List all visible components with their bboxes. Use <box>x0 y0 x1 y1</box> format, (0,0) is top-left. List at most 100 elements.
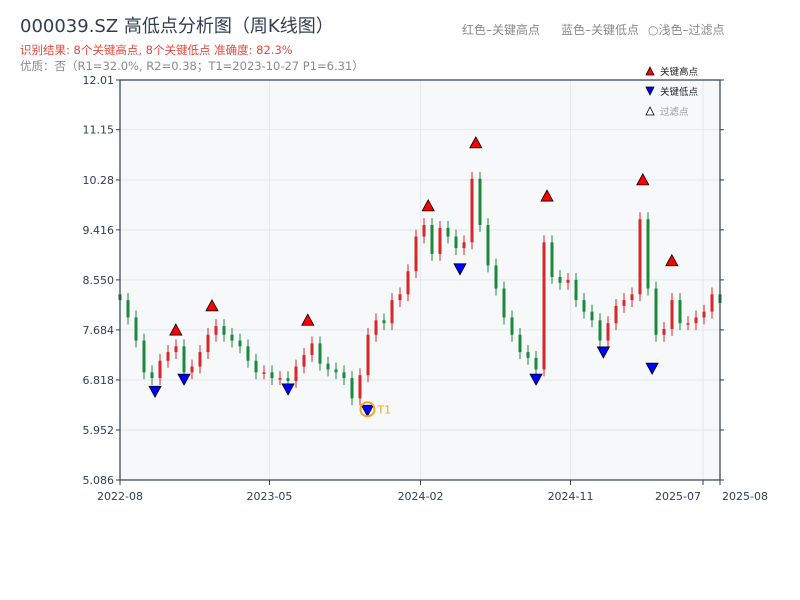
candle-body <box>350 378 354 399</box>
key-low-marker <box>529 373 543 386</box>
key-high-marker <box>540 189 554 202</box>
candle-body <box>478 178 482 226</box>
candle-body <box>166 352 170 361</box>
candle-body <box>318 343 322 364</box>
y-tick-label: 7.684 <box>83 324 115 337</box>
candle-body <box>382 320 386 324</box>
key-low-marker <box>177 373 191 386</box>
key-low-marker <box>281 383 295 396</box>
candle-body <box>134 317 138 341</box>
key-low-marker <box>645 362 659 375</box>
legend-marker <box>645 106 655 116</box>
candle-body <box>214 326 218 335</box>
key-low-marker <box>453 263 467 276</box>
y-tick-label: 12.01 <box>83 74 115 87</box>
candle-body <box>662 328 666 335</box>
y-tick-label: 5.086 <box>83 474 115 487</box>
candle-body <box>518 334 522 353</box>
candle-body <box>158 360 162 379</box>
key-low-marker <box>360 404 375 418</box>
candle-body <box>278 378 282 380</box>
note-light: ○浅色–过滤点 <box>648 23 725 37</box>
legend-label: 关键高点 <box>660 66 699 78</box>
key-low-marker <box>596 346 611 359</box>
result-summary: 识别结果: 8个关键高点, 8个关键低点 准确度: 82.3% <box>20 43 293 57</box>
candle-body <box>406 271 410 295</box>
candle-body <box>566 279 570 283</box>
x-tick-label: 2025-08 <box>722 490 768 503</box>
candle-body <box>190 366 194 373</box>
candle-body <box>526 352 530 358</box>
key-high-marker <box>665 253 679 267</box>
candle-body <box>430 225 434 254</box>
candle-body <box>502 288 506 318</box>
candle-body <box>638 219 642 295</box>
candle-body <box>462 242 466 249</box>
key-high-marker <box>636 173 650 186</box>
t1-marker <box>359 401 376 418</box>
legend-label: 关键低点 <box>660 86 699 98</box>
candle-body <box>454 236 458 249</box>
candle-body <box>326 363 330 370</box>
key-high-marker <box>301 313 315 326</box>
candle-body <box>494 265 498 289</box>
candle-body <box>334 369 338 373</box>
legend-label: 过滤点 <box>660 106 689 118</box>
candle-body <box>622 300 626 306</box>
note-red: 红色–关键高点 <box>462 23 541 37</box>
key-high-marker <box>205 298 219 312</box>
candle-body <box>558 276 562 283</box>
candle-body <box>302 354 306 367</box>
candle-body <box>574 279 578 301</box>
x-tick-label: 2024-11 <box>548 490 594 503</box>
candle-body <box>294 366 298 381</box>
candle-body <box>678 300 682 324</box>
candle-body <box>238 340 242 347</box>
key-high-marker <box>421 199 435 212</box>
candle-body <box>342 372 346 379</box>
candle-body <box>358 375 362 399</box>
candle-body <box>182 346 186 373</box>
t1-label: T1 <box>376 403 391 416</box>
candle-body <box>486 225 490 266</box>
candle-body <box>374 320 378 335</box>
candle-body <box>310 343 314 355</box>
candle-body <box>694 317 698 324</box>
candle-body <box>174 346 178 353</box>
candle-body <box>270 372 274 379</box>
y-tick-label: 9.416 <box>83 224 115 237</box>
candle-body <box>606 323 610 341</box>
candle-body <box>414 236 418 272</box>
chart-title: 000039.SZ 高低点分析图（周K线图） <box>20 16 334 37</box>
candle-body <box>654 288 658 335</box>
candle-body <box>286 378 290 381</box>
candle-body <box>222 326 226 335</box>
candle-body <box>398 294 402 301</box>
x-tick-label: 2022-08 <box>97 490 143 503</box>
x-tick-label: 2023-05 <box>246 490 292 503</box>
candle-body <box>470 178 474 243</box>
legend-marker <box>645 66 655 76</box>
candle-body <box>230 334 234 341</box>
note-blue: 蓝色–关键低点 <box>561 23 640 37</box>
y-tick-label: 6.818 <box>83 374 115 387</box>
candle-body <box>534 357 538 370</box>
candle-body <box>390 300 394 324</box>
plot-border <box>119 79 721 481</box>
candle-body <box>150 372 154 379</box>
candle-body <box>206 334 210 353</box>
candle-body <box>262 372 266 374</box>
quality-summary: 优质：否（R1=32.0%, R2=0.38；T1=2023-10-27 P1=… <box>20 59 364 73</box>
key-high-marker <box>169 323 183 336</box>
candle-body <box>550 242 554 277</box>
candle-body <box>686 323 690 325</box>
candle-body <box>590 311 594 321</box>
candle-body <box>702 311 706 318</box>
candle-body <box>422 225 426 237</box>
candle-body <box>254 360 258 373</box>
y-tick-label: 10.28 <box>83 174 115 187</box>
candle-body <box>630 294 634 301</box>
candle-body <box>710 294 714 312</box>
candle-body <box>646 219 650 289</box>
